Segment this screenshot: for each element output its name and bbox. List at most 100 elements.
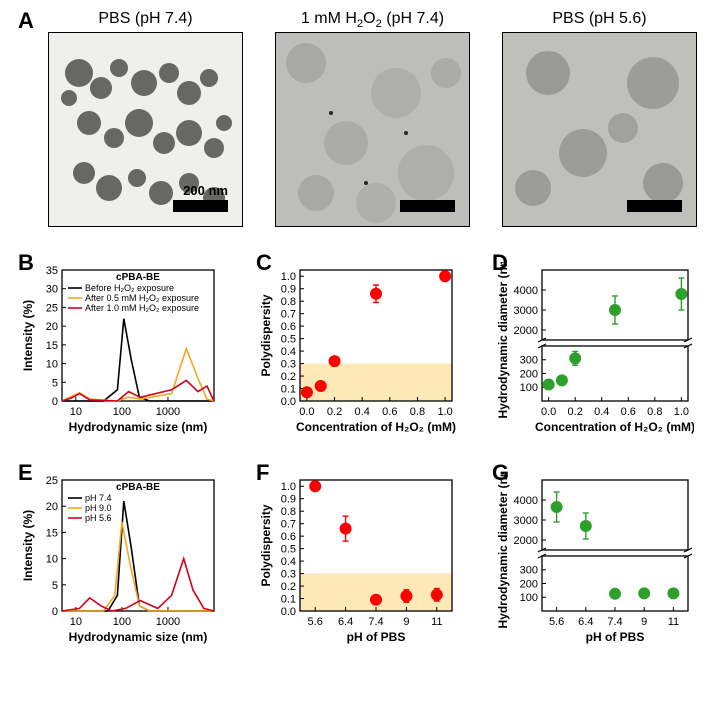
svg-text:Polydispersity: Polydispersity	[259, 504, 273, 586]
svg-text:20: 20	[46, 321, 58, 333]
svg-text:0.1: 0.1	[281, 384, 296, 396]
svg-text:6.4: 6.4	[578, 616, 593, 628]
svg-text:0.2: 0.2	[568, 406, 583, 418]
svg-text:200: 200	[520, 578, 538, 590]
svg-text:4000: 4000	[514, 285, 538, 297]
svg-text:pH of PBS: pH of PBS	[586, 630, 645, 644]
tem-image-3	[502, 32, 697, 227]
svg-text:Hydrodynamic diameter (nm): Hydrodynamic diameter (nm)	[496, 262, 510, 419]
svg-text:0.0: 0.0	[281, 396, 296, 408]
svg-text:0.3: 0.3	[281, 569, 296, 581]
svg-text:15: 15	[46, 340, 58, 352]
chart-e: 0510152025101001000cPBA-BEpH 7.4pH 9.0pH…	[20, 472, 220, 647]
tem1-title: PBS (pH 7.4)	[48, 10, 243, 28]
svg-text:pH 5.6: pH 5.6	[85, 513, 112, 523]
svg-text:Intensity (%): Intensity (%)	[21, 300, 35, 371]
svg-text:2000: 2000	[514, 325, 538, 337]
svg-text:Concentration of H₂O₂ (mM): Concentration of H₂O₂ (mM)	[296, 420, 456, 434]
svg-text:0.7: 0.7	[281, 519, 296, 531]
svg-text:0.6: 0.6	[621, 406, 636, 418]
svg-text:0.9: 0.9	[281, 494, 296, 506]
svg-text:Polydispersity: Polydispersity	[259, 294, 273, 376]
svg-text:0.2: 0.2	[327, 406, 342, 418]
svg-text:0.0: 0.0	[541, 406, 556, 418]
svg-text:0.5: 0.5	[281, 544, 296, 556]
svg-text:10: 10	[46, 554, 58, 566]
svg-text:0.8: 0.8	[410, 406, 425, 418]
svg-text:cPBA-BE: cPBA-BE	[116, 272, 160, 283]
svg-text:0.9: 0.9	[281, 284, 296, 296]
svg-text:pH 9.0: pH 9.0	[85, 503, 112, 513]
panel-a-label: A	[18, 8, 34, 34]
svg-text:1.0: 1.0	[281, 271, 296, 283]
svg-text:0.4: 0.4	[281, 556, 296, 568]
svg-text:11: 11	[668, 616, 679, 628]
svg-text:1.0: 1.0	[674, 406, 689, 418]
svg-text:0.4: 0.4	[594, 406, 609, 418]
chart-f: 0.00.10.20.30.40.50.60.70.80.91.05.66.47…	[258, 472, 458, 647]
svg-text:pH 7.4: pH 7.4	[85, 493, 112, 503]
svg-text:0.8: 0.8	[281, 296, 296, 308]
svg-text:5: 5	[52, 377, 58, 389]
svg-text:7.4: 7.4	[368, 616, 383, 628]
svg-text:9: 9	[403, 616, 409, 628]
svg-text:4000: 4000	[514, 495, 538, 507]
svg-text:Hydrodynamic size (nm): Hydrodynamic size (nm)	[69, 420, 208, 434]
svg-text:Hydrodynamic size (nm): Hydrodynamic size (nm)	[69, 630, 208, 644]
chart-b: 05101520253035101001000cPBA-BEBefore H₂O…	[20, 262, 220, 437]
svg-text:After 1.0 mM H₂O₂ exposure: After 1.0 mM H₂O₂ exposure	[85, 303, 199, 313]
svg-text:5.6: 5.6	[549, 616, 564, 628]
chart-c: 0.00.10.20.30.40.50.60.70.80.91.00.00.20…	[258, 262, 458, 437]
svg-text:0: 0	[52, 396, 58, 408]
svg-text:300: 300	[520, 355, 538, 367]
svg-text:25: 25	[46, 475, 58, 487]
svg-text:Intensity (%): Intensity (%)	[21, 510, 35, 581]
tem3-title: PBS (pH 5.6)	[502, 10, 697, 28]
svg-text:Hydrodynamic diameter (nm): Hydrodynamic diameter (nm)	[496, 472, 510, 629]
svg-text:0.8: 0.8	[647, 406, 662, 418]
svg-text:0: 0	[52, 606, 58, 618]
svg-text:30: 30	[46, 284, 58, 296]
tem-image-2	[275, 32, 470, 227]
svg-text:2000: 2000	[514, 535, 538, 547]
svg-text:100: 100	[520, 382, 538, 394]
scalebar-1	[173, 200, 228, 212]
svg-text:0.6: 0.6	[281, 321, 296, 333]
svg-text:Concentration of H₂O₂ (mM): Concentration of H₂O₂ (mM)	[535, 420, 694, 434]
svg-text:100: 100	[113, 406, 131, 418]
svg-text:10: 10	[70, 616, 82, 628]
scalebar-2	[400, 200, 455, 212]
chart-g: 1002003002000300040005.66.47.4911pH of P…	[494, 472, 694, 647]
svg-text:0.7: 0.7	[281, 309, 296, 321]
svg-text:3000: 3000	[514, 515, 538, 527]
svg-text:20: 20	[46, 501, 58, 513]
svg-text:0.1: 0.1	[281, 594, 296, 606]
svg-text:3000: 3000	[514, 305, 538, 317]
svg-text:10: 10	[46, 359, 58, 371]
svg-text:0.2: 0.2	[281, 371, 296, 383]
svg-text:5: 5	[52, 580, 58, 592]
svg-text:After 0.5 mM H₂O₂ exposure: After 0.5 mM H₂O₂ exposure	[85, 293, 199, 303]
svg-text:10: 10	[70, 406, 82, 418]
svg-text:pH of PBS: pH of PBS	[347, 630, 406, 644]
svg-text:1000: 1000	[156, 616, 180, 628]
svg-text:11: 11	[431, 616, 442, 628]
svg-text:100: 100	[113, 616, 131, 628]
svg-text:200: 200	[520, 368, 538, 380]
svg-text:cPBA-BE: cPBA-BE	[116, 482, 160, 493]
svg-text:0.3: 0.3	[281, 359, 296, 371]
scalebar-label-1: 200 nm	[183, 183, 228, 198]
svg-text:0.0: 0.0	[281, 606, 296, 618]
scalebar-3	[627, 200, 682, 212]
svg-text:35: 35	[46, 265, 58, 277]
svg-text:6.4: 6.4	[338, 616, 353, 628]
svg-text:Before H₂O₂ exposure: Before H₂O₂ exposure	[85, 283, 174, 293]
svg-text:300: 300	[520, 565, 538, 577]
svg-text:1000: 1000	[156, 406, 180, 418]
svg-text:5.6: 5.6	[308, 616, 323, 628]
svg-text:0.2: 0.2	[281, 581, 296, 593]
chart-d: 100 200300 2000 3000 4000 0.0 0.2 0.4 0.6 0.8 1.0 C…	[494, 262, 694, 437]
svg-text:100: 100	[520, 592, 538, 604]
tem2-title: 1 mM H2O2 (pH 7.4)	[275, 10, 470, 30]
svg-text:0.8: 0.8	[281, 506, 296, 518]
